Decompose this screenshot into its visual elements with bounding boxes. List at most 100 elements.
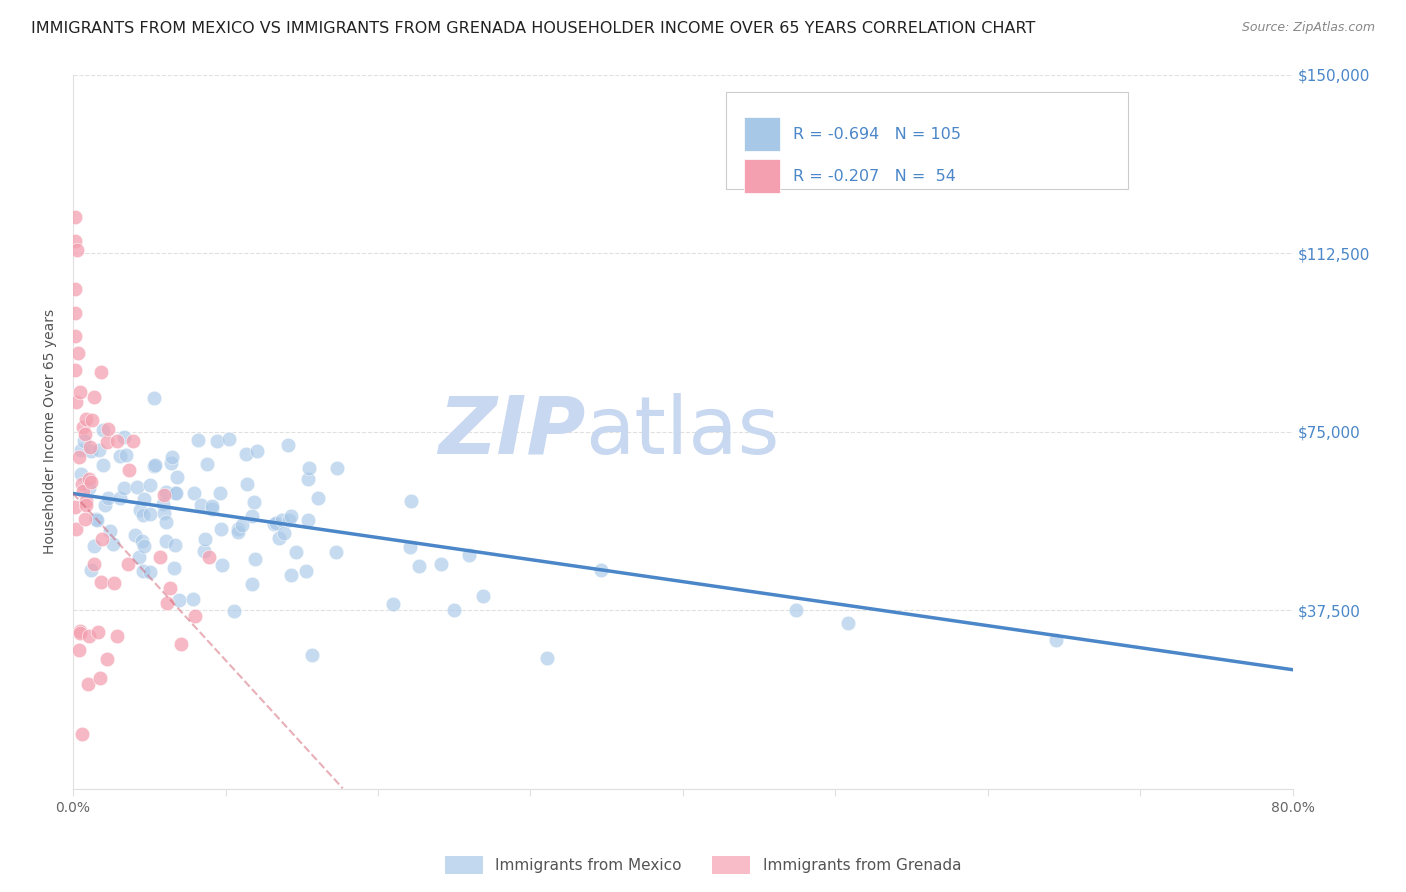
Point: [70, 467, 93, 481]
Point: [125, 480, 148, 494]
Text: R = -0.207   N =  54: R = -0.207 N = 54: [793, 169, 956, 184]
Point: [63, 305, 86, 319]
Point: [273, 526, 295, 541]
Point: [263, 517, 285, 532]
Point: [63, 329, 86, 343]
Point: [63, 211, 86, 225]
Point: [93, 423, 115, 437]
Point: [326, 460, 349, 475]
Point: [75, 494, 97, 508]
Point: [112, 430, 135, 444]
Point: [152, 488, 174, 502]
Point: [66, 345, 89, 359]
Point: [408, 559, 430, 574]
Point: [77, 481, 100, 495]
Point: [86, 513, 108, 527]
Point: [471, 589, 494, 603]
Point: [122, 434, 145, 448]
Point: [160, 450, 183, 465]
Point: [91, 532, 114, 546]
Point: [163, 537, 186, 551]
Point: [307, 491, 329, 505]
Point: [82, 413, 104, 427]
Point: [105, 434, 128, 448]
Point: [536, 650, 558, 665]
Point: [101, 537, 124, 551]
Point: [143, 458, 166, 472]
Point: [84, 512, 107, 526]
Point: [224, 604, 246, 618]
Point: [159, 581, 181, 595]
Point: [271, 513, 294, 527]
Point: [149, 550, 172, 565]
Point: [118, 463, 141, 477]
Point: [208, 486, 231, 500]
Point: [240, 508, 263, 523]
Point: [67, 450, 90, 464]
Point: [83, 540, 105, 554]
Point: [98, 524, 121, 538]
Point: [76, 677, 98, 691]
Point: [66, 244, 89, 258]
Point: [105, 629, 128, 643]
Point: [231, 518, 253, 533]
Point: [89, 575, 111, 590]
Point: [201, 502, 224, 516]
Point: [124, 528, 146, 542]
Point: [181, 591, 204, 606]
Point: [298, 460, 321, 475]
Point: [80, 563, 103, 577]
Point: [114, 449, 136, 463]
Point: [152, 497, 174, 511]
Point: [63, 234, 86, 248]
Point: [155, 485, 177, 500]
Point: [235, 476, 257, 491]
Point: [245, 552, 267, 566]
Point: [132, 508, 155, 522]
Point: [301, 648, 323, 662]
Point: [277, 513, 299, 527]
Text: R = -0.694   N = 105: R = -0.694 N = 105: [793, 127, 960, 142]
Point: [246, 444, 269, 458]
Point: [87, 625, 110, 640]
Point: [69, 442, 91, 457]
Point: [75, 412, 97, 426]
Point: [294, 564, 316, 578]
Point: [205, 434, 228, 449]
Point: [132, 564, 155, 578]
Point: [63, 282, 86, 296]
Point: [128, 549, 150, 564]
Point: [69, 384, 91, 399]
Point: [91, 458, 114, 472]
Point: [80, 443, 103, 458]
Point: [165, 485, 187, 500]
Point: [131, 533, 153, 548]
Legend: Immigrants from Mexico, Immigrants from Grenada: Immigrants from Mexico, Immigrants from …: [439, 850, 967, 880]
Point: [325, 545, 347, 559]
Point: [264, 516, 287, 530]
Point: [73, 434, 96, 448]
Point: [235, 447, 257, 461]
Point: [108, 449, 131, 463]
Point: [160, 456, 183, 470]
Point: [75, 512, 97, 526]
Point: [285, 545, 308, 559]
Point: [195, 457, 218, 471]
Point: [97, 422, 120, 436]
Bar: [744, 159, 780, 194]
Point: [65, 395, 87, 409]
Point: [184, 609, 207, 624]
Point: [589, 563, 612, 577]
Point: [79, 440, 101, 454]
Point: [226, 522, 249, 536]
Point: [77, 472, 100, 486]
Text: Source: ZipAtlas.com: Source: ZipAtlas.com: [1241, 21, 1375, 34]
Text: IMMIGRANTS FROM MEXICO VS IMMIGRANTS FROM GRENADA HOUSEHOLDER INCOME OVER 65 YEA: IMMIGRANTS FROM MEXICO VS IMMIGRANTS FRO…: [31, 21, 1035, 36]
Point: [163, 486, 186, 500]
Point: [155, 515, 177, 529]
Point: [97, 491, 120, 506]
Point: [153, 506, 176, 520]
Point: [170, 637, 193, 651]
Point: [443, 603, 465, 617]
Point: [194, 532, 217, 546]
